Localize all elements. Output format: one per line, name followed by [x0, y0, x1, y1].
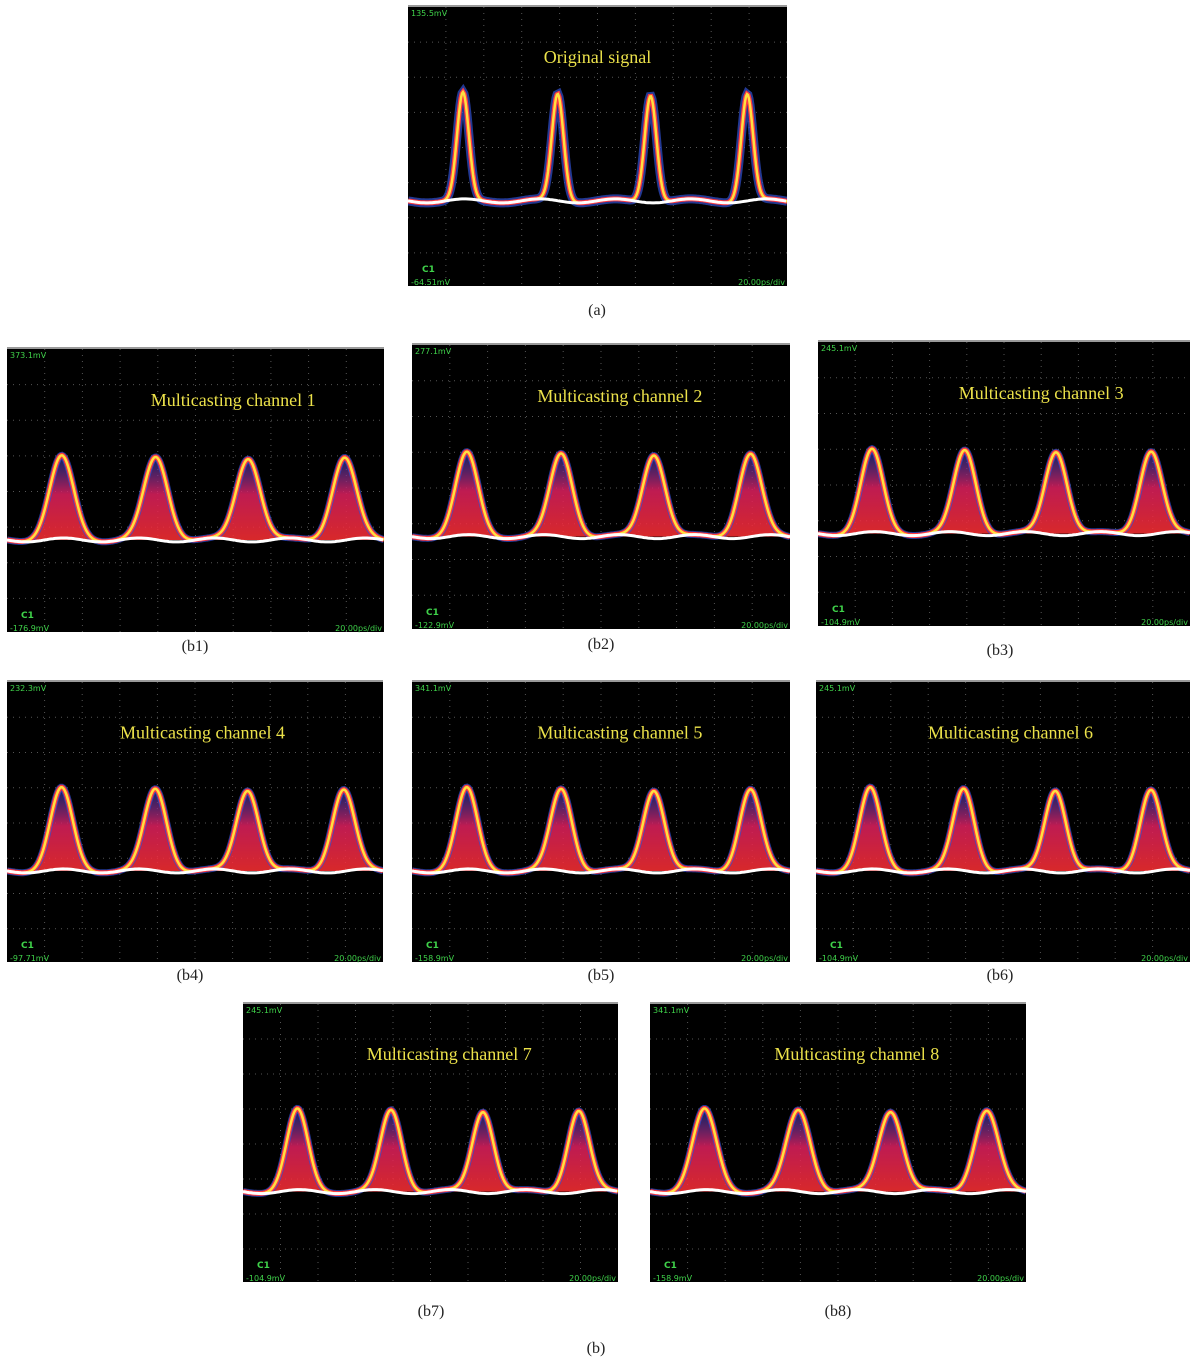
scope-screen: Multicasting channel 1 373.1mV -176.9mV C1 2… [7, 349, 384, 634]
scope-panel: Multicasting channel 1 373.1mV -176.9mV C1 2… [7, 347, 384, 632]
bottom-label: -64.51mV [411, 278, 451, 287]
top-label: 341.1mV [415, 684, 452, 693]
scope-screen: Multicasting channel 4 232.3mV -97.71mV C1 2… [7, 682, 383, 964]
scope-panel: Multicasting channel 3 245.1mV -104.9mV C1 2… [818, 340, 1190, 626]
scope-panel: Multicasting channel 7 245.1mV -104.9mV C1 2… [243, 1002, 618, 1282]
channel-label: C1 [832, 605, 845, 615]
timebase: 20.00ps/div [977, 1274, 1024, 1283]
panel-title: Original signal [544, 47, 651, 67]
bottom-label: -122.9mV [415, 621, 455, 630]
caption: (b5) [588, 967, 615, 985]
bottom-label: -104.9mV [246, 1274, 286, 1283]
trace-fill [7, 787, 383, 873]
panel-title: Multicasting channel 1 [151, 390, 316, 410]
top-label: 232.3mV [10, 684, 47, 693]
panel-title: Multicasting channel 8 [774, 1044, 939, 1064]
top-label: 245.1mV [821, 344, 858, 353]
group-caption: (b) [587, 1340, 606, 1358]
top-label: 341.1mV [653, 1006, 690, 1015]
caption: (b4) [177, 967, 204, 985]
channel-label: C1 [426, 608, 439, 618]
bottom-label: -104.9mV [821, 618, 861, 627]
panel-title: Multicasting channel 6 [928, 722, 1093, 742]
caption: (b2) [588, 636, 615, 654]
panel-title: Multicasting channel 7 [367, 1044, 532, 1064]
scope-screen: Multicasting channel 5 341.1mV -158.9mV C1 2… [412, 682, 790, 964]
caption: (b8) [825, 1303, 852, 1321]
panel-title: Multicasting channel 5 [537, 722, 702, 742]
channel-label: C1 [664, 1261, 677, 1271]
panel-title: Multicasting channel 3 [959, 383, 1124, 403]
figure: Original signal 135.5mV -64.51mV C1 20.00ps/… [0, 0, 1191, 1367]
scope-panel: Multicasting channel 4 232.3mV -97.71mV C1 2… [7, 680, 383, 962]
caption: (a) [588, 302, 606, 320]
scope-screen: Multicasting channel 6 245.1mV -104.9mV C1 2… [816, 682, 1190, 964]
caption: (b7) [418, 1303, 445, 1321]
timebase: 20.00ps/div [741, 621, 788, 630]
caption: (b3) [987, 642, 1014, 660]
timebase: 20.00ps/div [1141, 618, 1188, 627]
channel-label: C1 [257, 1261, 270, 1271]
top-label: 245.1mV [246, 1006, 283, 1015]
scope-screen: Multicasting channel 7 245.1mV -104.9mV C1 2… [243, 1004, 618, 1284]
scope-screen: Multicasting channel 2 277.1mV -122.9mV C1 2… [412, 345, 790, 631]
scope-panel: Multicasting channel 2 277.1mV -122.9mV C1 2… [412, 343, 790, 629]
panel-title: Multicasting channel 4 [120, 722, 285, 742]
timebase: 20.00ps/div [335, 624, 382, 633]
caption: (b6) [987, 967, 1014, 985]
bottom-label: -158.9mV [415, 954, 455, 963]
channel-label: C1 [830, 941, 843, 951]
top-label: 245.1mV [819, 684, 856, 693]
channel-label: C1 [422, 265, 435, 275]
scope-panel: Multicasting channel 6 245.1mV -104.9mV C1 2… [816, 680, 1190, 962]
channel-label: C1 [426, 941, 439, 951]
scope-screen: Original signal 135.5mV -64.51mV C1 20.00ps/… [408, 7, 787, 288]
channel-label: C1 [21, 611, 34, 621]
timebase: 20.00ps/div [569, 1274, 616, 1283]
timebase: 20.00ps/div [741, 954, 788, 963]
scope-screen: Multicasting channel 8 341.1mV -158.9mV C1 2… [650, 1004, 1026, 1284]
caption: (b1) [182, 638, 209, 656]
top-label: 277.1mV [415, 347, 452, 356]
bottom-label: -104.9mV [819, 954, 859, 963]
trace [408, 92, 787, 203]
timebase: 20.00ps/div [334, 954, 381, 963]
bottom-label: -97.71mV [10, 954, 50, 963]
top-label: 373.1mV [10, 351, 47, 360]
channel-label: C1 [21, 941, 34, 951]
bottom-label: -176.9mV [10, 624, 50, 633]
scope-panel: Multicasting channel 8 341.1mV -158.9mV C1 2… [650, 1002, 1026, 1282]
scope-screen: Multicasting channel 3 245.1mV -104.9mV C1 2… [818, 342, 1190, 628]
timebase: 20.00ps/div [738, 278, 785, 287]
scope-panel: Multicasting channel 5 341.1mV -158.9mV C1 2… [412, 680, 790, 962]
scope-panel: Original signal 135.5mV -64.51mV C1 20.00ps/… [408, 5, 787, 286]
panel-title: Multicasting channel 2 [537, 386, 702, 406]
bottom-label: -158.9mV [653, 1274, 693, 1283]
top-label: 135.5mV [411, 9, 448, 18]
timebase: 20.00ps/div [1141, 954, 1188, 963]
